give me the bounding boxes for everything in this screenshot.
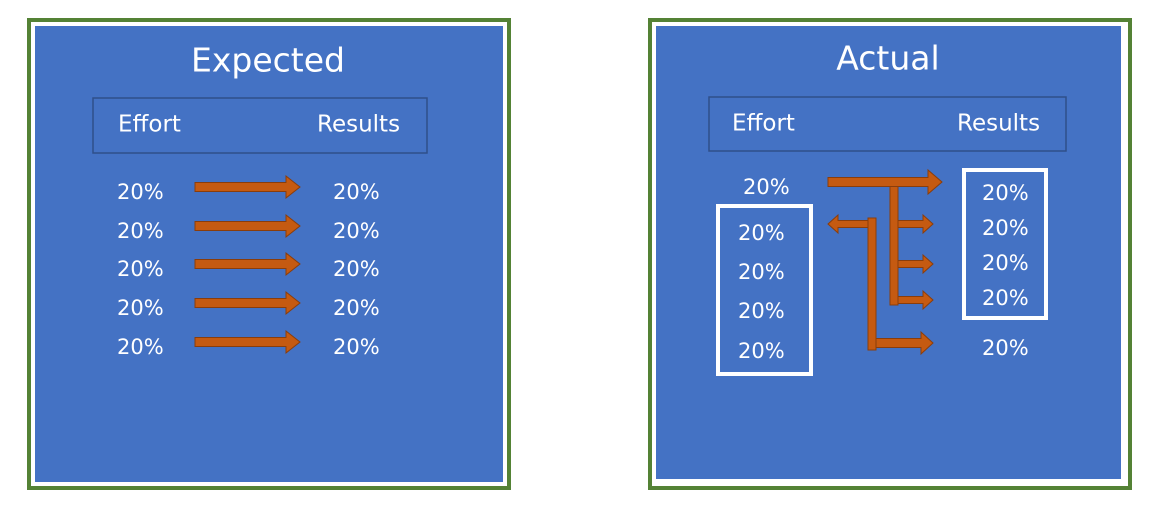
effort-value: 20%: [738, 260, 785, 284]
arrow: [194, 329, 301, 355]
header-label: Effort: [118, 112, 181, 138]
highlight-box: [716, 204, 813, 376]
result-value: 20%: [333, 219, 380, 243]
arrow: [897, 213, 934, 235]
header-box: [708, 96, 1067, 152]
effort-value: 20%: [117, 180, 164, 204]
rows: 20% 20% 20% 20% 20% 20% 20% 20% 20% 20%: [117, 174, 380, 359]
header-label: Results: [957, 111, 1040, 137]
effort-value: 20%: [117, 219, 164, 243]
result-value: 20%: [333, 296, 380, 320]
result-value: 20%: [982, 181, 1029, 205]
rows: 20% 20% 20% 20% 20% 20% 20% 20% 20% 20%: [738, 175, 1029, 363]
result-value: 20%: [333, 257, 380, 281]
result-value: 20%: [333, 180, 380, 204]
result-value: 20%: [982, 251, 1029, 275]
arrows: [827, 168, 943, 356]
result-value: 20%: [982, 286, 1029, 310]
arrow: [194, 290, 301, 316]
effort-value: 20%: [117, 257, 164, 281]
header-label: Results: [317, 112, 400, 138]
arrow: [875, 330, 934, 356]
header-box: [92, 97, 428, 154]
panel-background: [656, 26, 1121, 479]
arrow: [827, 168, 943, 196]
result-value: 20%: [982, 216, 1029, 240]
effort-value: 20%: [738, 299, 785, 323]
arrow: [827, 213, 869, 235]
effort-value: 20%: [738, 339, 785, 363]
panel-background: [35, 26, 503, 482]
effort-value: 20%: [117, 296, 164, 320]
arrow: [897, 253, 934, 275]
header-label: Effort: [732, 111, 795, 137]
effort-value: 20%: [738, 221, 785, 245]
arrow: [897, 289, 934, 311]
result-value: 20%: [333, 335, 380, 359]
connector-bar: [867, 217, 877, 351]
result-value: 20%: [982, 336, 1029, 360]
effort-value: 20%: [117, 335, 164, 359]
arrow: [194, 213, 301, 239]
panel-title: Actual: [836, 39, 939, 78]
arrow: [194, 174, 301, 200]
effort-value: 20%: [743, 175, 790, 199]
connector-bar: [889, 177, 899, 306]
highlight-box: [962, 168, 1048, 320]
panel-title: Expected: [191, 41, 345, 80]
arrow: [194, 251, 301, 277]
